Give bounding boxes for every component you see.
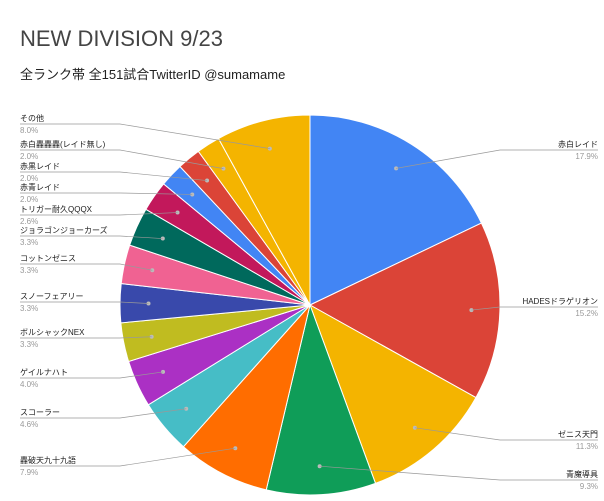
leader-line bbox=[471, 306, 598, 311]
slice-percent: 4.6% bbox=[20, 420, 38, 429]
pie-slice bbox=[217, 114, 311, 306]
slice-label: スコーラー bbox=[20, 408, 60, 417]
pie-slice bbox=[182, 304, 311, 491]
slice-percent: 17.9% bbox=[575, 152, 598, 161]
pie-slice bbox=[265, 303, 377, 496]
leader-line bbox=[20, 408, 187, 419]
slice-label: 赤白レイド bbox=[558, 139, 598, 149]
slice-percent: 3.3% bbox=[20, 340, 38, 349]
slice-percent: 15.2% bbox=[575, 309, 598, 318]
leader-line bbox=[20, 263, 153, 271]
leader-line bbox=[20, 171, 208, 181]
slice-percent: 3.3% bbox=[20, 304, 38, 313]
leader-line bbox=[396, 149, 598, 169]
slice-percent: 3.3% bbox=[20, 266, 38, 275]
leader-line bbox=[20, 212, 178, 216]
leader-line bbox=[20, 192, 193, 195]
slice-label: HADESドラゲリオン bbox=[522, 296, 598, 306]
slice-percent: 2.0% bbox=[20, 174, 38, 183]
slice-label: ゼニス天門 bbox=[558, 429, 598, 439]
slice-percent: 9.3% bbox=[580, 482, 598, 491]
slice-percent: 2.0% bbox=[20, 195, 38, 204]
leader-line bbox=[414, 427, 598, 441]
slice-label: 赤黒レイド bbox=[20, 162, 60, 171]
slice-label: コットンゼニス bbox=[20, 253, 76, 263]
leader-line bbox=[319, 465, 598, 481]
leader-line bbox=[20, 301, 149, 304]
pie-slice bbox=[309, 114, 483, 306]
leader-line bbox=[20, 235, 163, 239]
slice-label: ジョラゴンジョーカーズ bbox=[20, 225, 108, 235]
slice-label: 轟破天九十九語 bbox=[20, 455, 76, 465]
slice-label: ゲイルナハト bbox=[20, 367, 68, 377]
leader-line bbox=[20, 371, 164, 379]
pie-slice bbox=[308, 222, 501, 399]
slice-percent: 4.0% bbox=[20, 380, 38, 389]
slice-percent: 11.3% bbox=[576, 442, 598, 451]
leader-line bbox=[20, 336, 152, 339]
slice-label: ボルシャックNEX bbox=[20, 328, 85, 337]
leader-line bbox=[20, 447, 236, 467]
slice-percent: 2.0% bbox=[20, 152, 38, 161]
slice-percent: 8.0% bbox=[20, 126, 38, 135]
chart-subtitle: 全ランク帯 全151試合TwitterID @sumamame bbox=[20, 67, 286, 82]
slice-percent: 3.3% bbox=[20, 238, 38, 247]
slice-label: スノーフェアリー bbox=[20, 292, 84, 301]
slice-label: 青魔導具 bbox=[566, 469, 598, 479]
slice-label: 赤白轟轟轟(レイド無し) bbox=[20, 139, 106, 149]
slice-label: トリガー耐久QQQX bbox=[20, 204, 93, 214]
chart-title: NEW DIVISION 9/23 bbox=[20, 26, 223, 51]
slice-label: その他 bbox=[20, 113, 44, 123]
slice-percent: 7.9% bbox=[20, 468, 38, 477]
slice-percent: 2.6% bbox=[20, 217, 38, 226]
leader-line bbox=[20, 149, 224, 169]
slice-label: 赤青レイド bbox=[20, 182, 60, 192]
pie-slice bbox=[309, 303, 477, 485]
leader-line bbox=[20, 123, 270, 149]
